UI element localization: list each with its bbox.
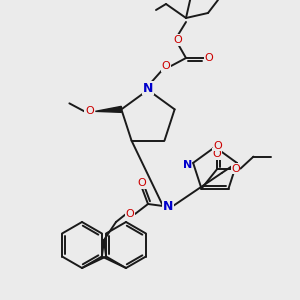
Text: O: O [205,53,213,63]
Text: O: O [213,141,222,151]
Text: O: O [162,61,170,71]
Text: O: O [85,106,94,116]
Text: O: O [174,35,182,45]
Text: N: N [143,82,153,94]
Text: N: N [182,160,192,170]
Text: O: O [231,164,240,174]
Text: N: N [163,200,173,212]
Polygon shape [95,106,122,112]
Text: O: O [126,209,134,219]
Text: O: O [138,178,146,188]
Text: O: O [213,149,221,159]
